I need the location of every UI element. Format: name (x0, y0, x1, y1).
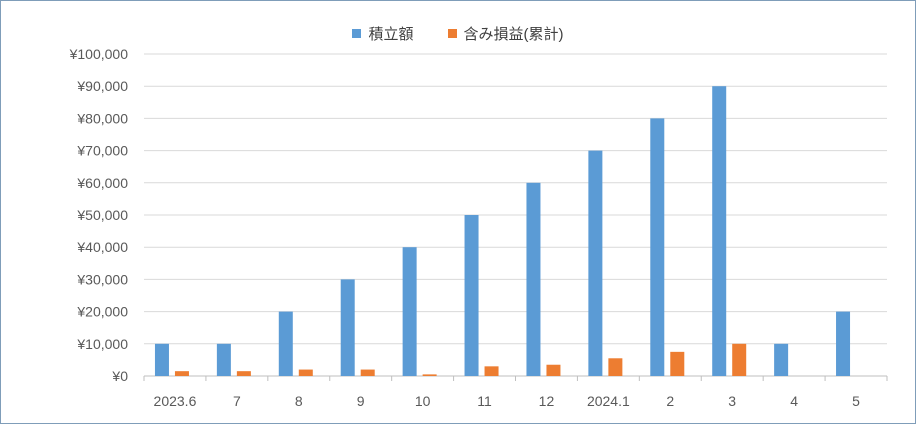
x-tick-label: 12 (539, 393, 555, 409)
x-tick-label: 2024.1 (587, 393, 630, 409)
x-tick-label: 11 (477, 393, 492, 409)
bar-series-1-3 (340, 279, 355, 376)
bar-series-2-2 (298, 369, 313, 376)
legend-item-series-1: 積立額 (352, 23, 414, 44)
x-tick-label: 7 (233, 393, 241, 409)
bar-series-1-0 (154, 343, 169, 376)
bar-series-2-6 (546, 364, 561, 376)
legend-swatch-series-2 (447, 28, 457, 38)
bar-series-2-1 (236, 371, 251, 376)
y-tick-label: ¥80,000 (76, 110, 128, 126)
bar-series-2-4 (422, 374, 437, 376)
bar-series-1-10 (774, 343, 789, 376)
legend-label-series-1: 積立額 (368, 25, 414, 43)
x-tick-label: 8 (295, 393, 303, 409)
y-tick-label: ¥20,000 (76, 304, 128, 320)
legend-item-series-2: 含み損益(累計) (447, 23, 564, 44)
y-tick-label: ¥30,000 (76, 271, 128, 287)
x-tick-label: 5 (852, 393, 860, 409)
y-tick-label: ¥50,000 (76, 207, 128, 223)
x-tick-label: 10 (415, 393, 431, 409)
x-tick-label: 9 (357, 393, 365, 409)
x-tick-label: 2023.6 (154, 393, 197, 409)
x-tick-label: 3 (728, 393, 736, 409)
bar-series-2-5 (484, 366, 499, 376)
bar-series-1-4 (402, 247, 417, 376)
y-tick-label: ¥10,000 (76, 336, 128, 352)
bar-series-1-6 (526, 182, 541, 376)
legend-swatch-series-1 (352, 28, 362, 38)
y-tick-label: ¥0 (111, 368, 128, 384)
x-tick-label: 4 (790, 393, 798, 409)
legend-label-series-2: 含み損益(累計) (463, 25, 564, 43)
bar-series-2-0 (174, 371, 189, 376)
bar-series-2-3 (360, 369, 375, 376)
bar-series-1-8 (650, 118, 665, 377)
y-tick-label: ¥90,000 (76, 78, 128, 94)
bar-series-1-1 (216, 343, 231, 376)
y-tick-label: ¥40,000 (76, 239, 128, 255)
y-tick-label: ¥100,000 (69, 46, 129, 62)
bar-series-1-9 (712, 86, 727, 376)
bar-series-2-9 (732, 343, 747, 376)
y-tick-label: ¥60,000 (76, 175, 128, 191)
bar-series-2-7 (608, 358, 623, 376)
bar-series-1-11 (836, 311, 851, 376)
bar-series-1-2 (278, 311, 293, 376)
bar-series-1-5 (464, 215, 479, 376)
chart-legend: 積立額 含み損益(累計) (1, 23, 915, 43)
bar-series-2-8 (670, 351, 685, 376)
y-tick-label: ¥70,000 (76, 143, 128, 159)
x-tick-label: 2 (666, 393, 674, 409)
bar-series-1-7 (588, 150, 603, 376)
